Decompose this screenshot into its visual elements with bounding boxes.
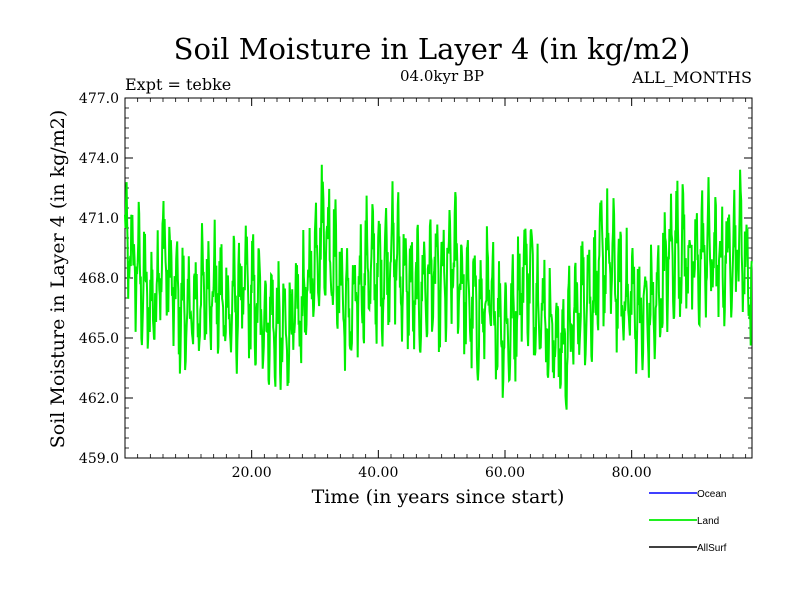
x-tick-label: 80.00: [612, 465, 652, 481]
legend-label: AllSurf: [697, 543, 727, 554]
legend-item-land: Land: [649, 516, 719, 527]
x-tick-label: 40.00: [358, 465, 398, 481]
series-land-line: [124, 164, 753, 410]
legend-item-allsurf: AllSurf: [649, 543, 727, 554]
y-tick-label: 468.0: [79, 271, 119, 287]
expt-label: Expt = tebke: [125, 75, 231, 94]
y-tick-label: 462.0: [79, 391, 119, 407]
y-tick-label: 459.0: [79, 451, 119, 467]
y-tick-label: 477.0: [79, 91, 119, 107]
legend-label: Land: [697, 516, 719, 527]
axis-ticks: [125, 97, 752, 459]
tick-labels: 459.0 462.0 465.0 468.0 471.0 474.0 477.0 20.00…: [79, 91, 652, 481]
x-tick-label: 20.00: [232, 465, 272, 481]
plot-area: [124, 97, 753, 459]
y-tick-label: 465.0: [79, 331, 119, 347]
chart-title: Soil Moisture in Layer 4 (in kg/m2): [174, 32, 691, 66]
y-tick-label: 471.0: [79, 211, 119, 227]
months-label: ALL_MONTHS: [631, 68, 752, 87]
y-tick-label: 474.0: [79, 151, 119, 167]
legend-item-ocean: Ocean: [649, 489, 726, 500]
x-tick-label: 60.00: [485, 465, 525, 481]
legend: Ocean Land AllSurf: [649, 489, 727, 554]
y-axis-label: Soil Moisture in Layer 4 (in kg/m2): [47, 110, 69, 449]
x-axis-label: Time (in years since start): [312, 486, 565, 508]
legend-label: Ocean: [697, 489, 726, 500]
period-label: 04.0kyr BP: [400, 67, 484, 85]
